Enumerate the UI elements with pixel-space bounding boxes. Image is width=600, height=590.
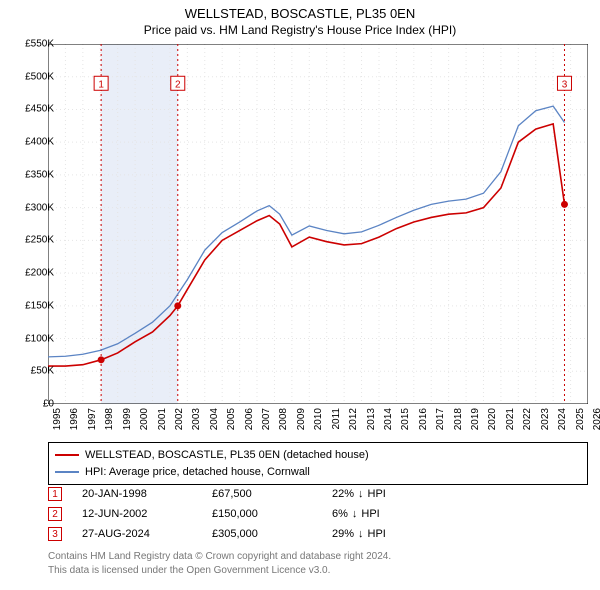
x-tick-label: 1998 (104, 408, 115, 430)
x-tick-label: 1996 (69, 408, 80, 430)
x-tick-label: 2016 (418, 408, 429, 430)
x-tick-label: 2007 (261, 408, 272, 430)
footer-line: This data is licensed under the Open Gov… (48, 564, 391, 578)
x-tick-label: 2018 (453, 408, 464, 430)
arrow-down-icon: ↓ (358, 488, 364, 500)
event-row: 1 20-JAN-1998 £67,500 22% ↓ HPI (48, 484, 588, 504)
x-tick-label: 2020 (487, 408, 498, 430)
y-tick-label: £350K (4, 169, 54, 180)
x-tick-label: 2003 (191, 408, 202, 430)
x-tick-label: 2010 (313, 408, 324, 430)
y-tick-label: £150K (4, 300, 54, 311)
event-delta: 22% ↓ HPI (332, 488, 386, 500)
legend-item: WELLSTEAD, BOSCASTLE, PL35 0EN (detached… (55, 447, 581, 464)
event-price: £67,500 (212, 488, 332, 500)
event-row: 2 12-JUN-2002 £150,000 6% ↓ HPI (48, 504, 588, 524)
y-tick-label: £100K (4, 333, 54, 344)
x-tick-label: 2017 (435, 408, 446, 430)
x-tick-label: 2014 (383, 408, 394, 430)
x-tick-label: 2000 (139, 408, 150, 430)
x-tick-label: 2026 (592, 408, 600, 430)
legend: WELLSTEAD, BOSCASTLE, PL35 0EN (detached… (48, 442, 588, 485)
x-tick-label: 2011 (331, 408, 342, 430)
x-tick-label: 2021 (505, 408, 516, 430)
event-marker-icon: 2 (48, 507, 62, 521)
x-tick-label: 1995 (52, 408, 63, 430)
y-tick-label: £400K (4, 137, 54, 148)
svg-text:1: 1 (98, 79, 104, 90)
event-row: 3 27-AUG-2024 £305,000 29% ↓ HPI (48, 524, 588, 544)
event-date: 20-JAN-1998 (82, 488, 212, 500)
legend-swatch (55, 454, 79, 456)
chart-plot: 1 2 3 (48, 44, 588, 404)
x-tick-label: 2004 (209, 408, 220, 430)
chart-subtitle: Price paid vs. HM Land Registry's House … (0, 21, 600, 37)
svg-text:3: 3 (562, 79, 568, 90)
x-tick-label: 2006 (244, 408, 255, 430)
legend-label: WELLSTEAD, BOSCASTLE, PL35 0EN (detached… (85, 447, 369, 464)
x-tick-label: 1999 (122, 408, 133, 430)
footer-line: Contains HM Land Registry data © Crown c… (48, 550, 391, 564)
y-tick-label: £0 (4, 399, 54, 410)
x-tick-label: 2023 (540, 408, 551, 430)
x-tick-label: 2024 (557, 408, 568, 430)
x-tick-label: 2025 (575, 408, 586, 430)
event-delta: 29% ↓ HPI (332, 528, 386, 540)
event-delta: 6% ↓ HPI (332, 508, 380, 520)
event-date: 12-JUN-2002 (82, 508, 212, 520)
y-tick-label: £200K (4, 268, 54, 279)
x-tick-label: 2005 (226, 408, 237, 430)
y-tick-label: £450K (4, 104, 54, 115)
legend-item: HPI: Average price, detached house, Corn… (55, 464, 581, 481)
legend-label: HPI: Average price, detached house, Corn… (85, 464, 310, 481)
chart-container: WELLSTEAD, BOSCASTLE, PL35 0EN Price pai… (0, 0, 600, 590)
x-tick-label: 2001 (157, 408, 168, 430)
y-tick-label: £300K (4, 202, 54, 213)
chart-title: WELLSTEAD, BOSCASTLE, PL35 0EN (0, 0, 600, 21)
x-tick-label: 2002 (174, 408, 185, 430)
chart-svg: 1 2 3 (48, 44, 588, 404)
svg-text:2: 2 (175, 79, 181, 90)
event-marker-icon: 1 (48, 487, 62, 501)
y-tick-label: £50K (4, 366, 54, 377)
x-tick-label: 2022 (522, 408, 533, 430)
x-tick-label: 2012 (348, 408, 359, 430)
event-price: £305,000 (212, 528, 332, 540)
x-tick-label: 2019 (470, 408, 481, 430)
event-price: £150,000 (212, 508, 332, 520)
footer-text: Contains HM Land Registry data © Crown c… (48, 550, 391, 577)
y-tick-label: £550K (4, 39, 54, 50)
arrow-down-icon: ↓ (358, 528, 364, 540)
y-tick-label: £250K (4, 235, 54, 246)
x-tick-label: 2013 (366, 408, 377, 430)
y-tick-label: £500K (4, 71, 54, 82)
event-marker-icon: 3 (48, 527, 62, 541)
arrow-down-icon: ↓ (352, 508, 358, 520)
x-tick-label: 2015 (400, 408, 411, 430)
event-table: 1 20-JAN-1998 £67,500 22% ↓ HPI 2 12-JUN… (48, 484, 588, 544)
event-date: 27-AUG-2024 (82, 528, 212, 540)
x-tick-label: 1997 (87, 408, 98, 430)
x-tick-label: 2009 (296, 408, 307, 430)
legend-swatch (55, 471, 79, 473)
x-tick-label: 2008 (278, 408, 289, 430)
